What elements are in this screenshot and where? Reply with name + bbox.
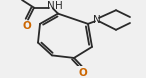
Text: H: H bbox=[55, 1, 63, 11]
Text: N: N bbox=[93, 15, 101, 25]
Text: O: O bbox=[79, 68, 87, 78]
Text: N: N bbox=[47, 1, 55, 11]
Text: O: O bbox=[23, 21, 31, 31]
